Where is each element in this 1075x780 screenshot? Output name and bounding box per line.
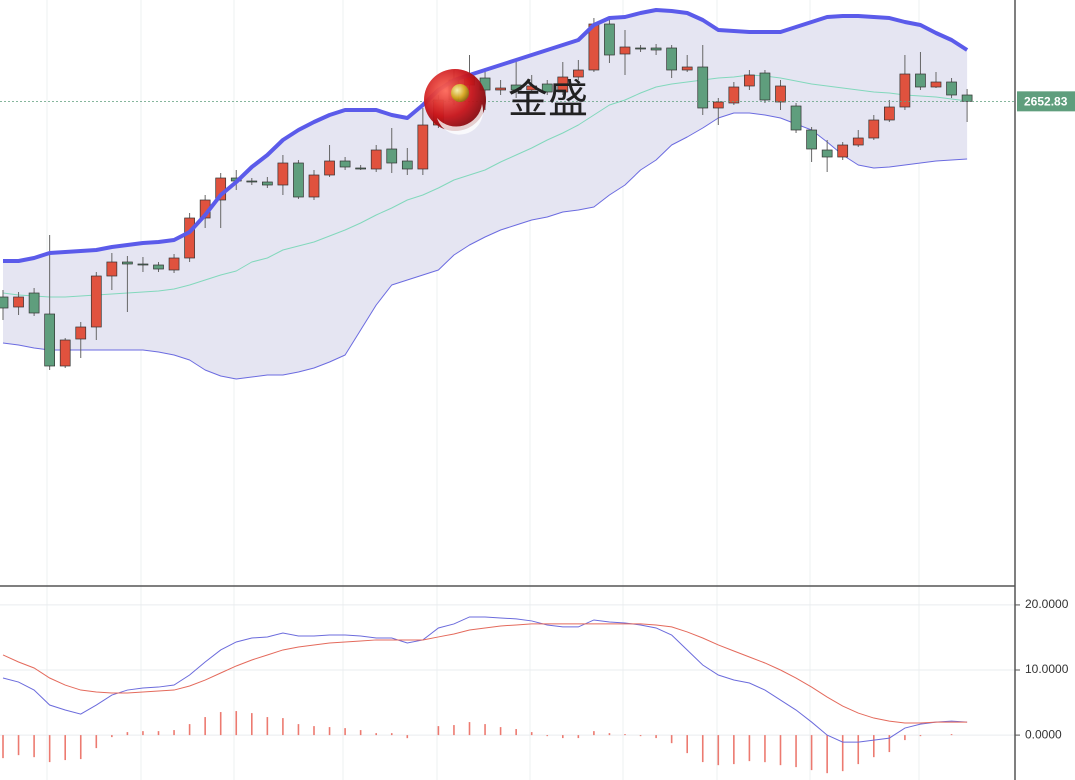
candle-body	[557, 76, 569, 93]
candle-body	[495, 87, 506, 91]
axis-labels: 2652.83 20.0000 10.0000 0.0000	[1015, 91, 1075, 741]
watermark-text: 金盛	[508, 78, 588, 122]
candle-body	[681, 66, 693, 71]
candle-body	[293, 162, 304, 198]
candle-body	[355, 167, 366, 170]
candle-body	[650, 47, 662, 51]
candle-body	[122, 261, 133, 265]
candle-body	[604, 23, 615, 56]
candle-body	[13, 296, 24, 308]
candle-body	[961, 94, 973, 102]
candle-body	[28, 292, 40, 314]
candle-body	[899, 73, 911, 108]
candle-body	[339, 160, 351, 168]
candle-body	[619, 46, 631, 55]
candle-body	[137, 263, 149, 266]
lower-band	[2, 112, 968, 380]
candle-body	[168, 257, 180, 271]
candle-body	[821, 149, 833, 158]
candle-body	[526, 85, 538, 91]
candle-body	[806, 129, 817, 150]
candle-body	[75, 326, 87, 340]
candle-body	[915, 73, 926, 88]
candle-body	[153, 264, 164, 270]
macd-panel	[0, 604, 1015, 774]
candle-body	[308, 174, 320, 198]
candle-body	[106, 261, 118, 277]
last-price-tag	[1017, 91, 1075, 112]
candle-body	[946, 81, 957, 96]
candle-body	[370, 149, 382, 170]
candle-body	[572, 69, 584, 78]
candle-body	[510, 84, 522, 91]
candle-body	[324, 160, 335, 176]
candle-body	[775, 85, 786, 103]
middle-band	[2, 74, 968, 298]
candle-body	[868, 119, 880, 139]
candle-body	[744, 74, 755, 87]
candle-body	[417, 124, 429, 170]
candle-body	[90, 275, 102, 328]
candle-body	[712, 101, 724, 109]
candle-body	[790, 105, 802, 131]
y-tick-label: 10.0000	[1025, 662, 1069, 676]
candle-body	[59, 339, 71, 367]
candle-body	[262, 181, 273, 186]
candle-body	[930, 81, 942, 88]
band-fill	[3, 10, 968, 379]
candle-body	[0, 296, 9, 309]
upper-band	[3, 8, 969, 263]
candle-body	[386, 148, 398, 164]
candle-body	[184, 217, 195, 259]
y-tick-label: 20.0000	[1025, 597, 1069, 611]
y-tick-label: 0.0000	[1025, 727, 1062, 741]
candle-body	[246, 180, 258, 183]
last-price-label: 2652.83	[1024, 95, 1068, 109]
candle-body	[697, 66, 709, 109]
candle-body	[852, 137, 864, 146]
price-panel	[0, 8, 1015, 380]
macd-line	[2, 623, 968, 724]
candle-body	[837, 144, 849, 158]
macd-line	[2, 616, 968, 743]
watermark-logo	[424, 69, 486, 135]
candle-body	[44, 313, 56, 367]
candle-body	[759, 72, 771, 101]
candle-body	[666, 47, 678, 71]
candle-body	[635, 47, 646, 50]
candle-body	[401, 160, 413, 170]
candle-body	[883, 106, 895, 121]
candle-body	[541, 83, 553, 93]
candle-body	[277, 162, 289, 186]
candle-body	[728, 86, 740, 104]
